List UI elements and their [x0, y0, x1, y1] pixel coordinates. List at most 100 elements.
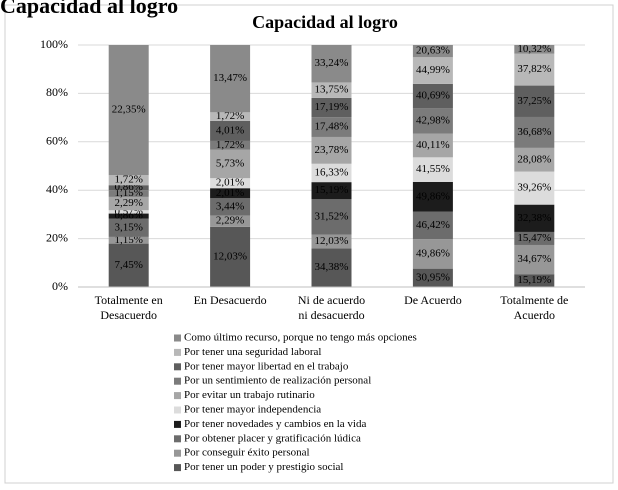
bar-segment	[108, 210, 149, 214]
legend-label: Por evitar un trabajo rutinario	[184, 389, 315, 401]
data-label: 7,45%	[114, 259, 142, 271]
legend-swatch	[174, 392, 181, 400]
chart-border	[4, 4, 614, 484]
bar-segment	[108, 190, 149, 197]
data-label: 34,38%	[315, 261, 349, 273]
legend-label: Como último recurso, porque no tengo más…	[184, 332, 417, 344]
bar-segment	[412, 133, 453, 158]
x-tick-label: Totalmente de Acuerdo	[500, 293, 568, 322]
bar-segment	[108, 185, 149, 191]
data-label: 37,25%	[517, 95, 551, 107]
data-label: 31,52%	[315, 211, 349, 223]
legend-label: Por un sentimiento de realización person…	[184, 375, 371, 387]
data-label: 49,86%	[416, 247, 450, 259]
legend-label: Por obtener placer y gratificación lúdic…	[184, 432, 361, 444]
data-label: 28,08%	[517, 153, 551, 165]
bar-segment	[514, 116, 555, 148]
bar-segment	[412, 57, 453, 84]
bar-segment	[412, 83, 453, 109]
data-label: 34,67%	[517, 253, 551, 265]
bar-segment	[210, 226, 251, 287]
data-label: 1,72%	[114, 174, 142, 186]
bar-segment	[210, 140, 251, 150]
bar-segment	[514, 53, 555, 86]
data-label: 37,82%	[517, 63, 551, 75]
y-tick-label: 0%	[52, 279, 68, 293]
bar-segment	[514, 274, 555, 287]
bar-segment	[412, 157, 453, 182]
bar-segment	[412, 211, 453, 240]
data-label: 33,24%	[315, 57, 349, 69]
legend-swatch	[174, 334, 181, 342]
bar-segment	[514, 204, 555, 232]
data-label: 13,75%	[315, 84, 349, 96]
legend-label: Por tener mayor independencia	[184, 404, 321, 416]
data-label: 15,19%	[517, 274, 551, 286]
data-label: 39,26%	[517, 182, 551, 194]
legend-label: Por tener novedades y cambios en la vida	[184, 418, 366, 430]
bar-segment	[210, 198, 251, 216]
data-label: 36,68%	[517, 126, 551, 138]
data-label: 23,78%	[315, 144, 349, 156]
bar-segment	[311, 45, 352, 83]
legend-label: Por tener un poder y prestigio social	[184, 461, 343, 473]
legend-swatch	[174, 406, 181, 414]
bar-segment	[412, 108, 453, 134]
data-label: 40,69%	[416, 90, 450, 102]
bar-segment	[412, 239, 453, 269]
data-label: 17,48%	[315, 121, 349, 133]
bar-segment	[210, 178, 251, 189]
y-tick-label: 80%	[46, 85, 68, 99]
data-label: 16,33%	[315, 166, 349, 178]
data-label: 41,55%	[416, 163, 450, 175]
bar-segment	[108, 243, 149, 287]
y-tick-label: 100%	[40, 37, 68, 51]
bar-segment	[412, 181, 453, 212]
legend-swatch	[174, 464, 181, 472]
data-label: 5,73%	[216, 157, 244, 169]
data-label: 32,38%	[517, 212, 551, 224]
legend-label: Por conseguir éxito personal	[184, 447, 310, 459]
bar-segment	[210, 120, 251, 141]
bar-segment	[311, 97, 352, 118]
bar-segment	[311, 163, 352, 183]
data-label: 3,15%	[114, 221, 142, 233]
data-label: 44,99%	[416, 64, 450, 76]
bar-segment	[412, 45, 453, 58]
bar-segment	[412, 268, 453, 287]
data-label: 2,01%	[216, 187, 244, 199]
x-tick-label: De Acuerdo	[404, 293, 462, 307]
legend-label: Por tener mayor libertad en el trabajo	[184, 360, 349, 372]
bar-segment	[108, 175, 149, 186]
bar-segment	[311, 82, 352, 98]
data-label: 4,01%	[216, 124, 244, 136]
bar-segment	[514, 147, 555, 172]
legend-swatch	[174, 377, 181, 385]
data-label: 1,72%	[216, 110, 244, 122]
data-label: 3,44%	[216, 200, 244, 212]
bar-segment	[311, 182, 352, 200]
bar-segment	[210, 188, 251, 199]
data-label: 22,35%	[112, 104, 146, 116]
bar-segment	[514, 171, 555, 205]
legend-swatch	[174, 449, 181, 457]
data-label: 1,72%	[216, 139, 244, 151]
data-label: 40,11%	[416, 139, 450, 151]
y-tick-label: 40%	[46, 182, 68, 196]
bar-segment	[514, 85, 555, 117]
legend-swatch	[174, 435, 181, 443]
data-label: 2,29%	[216, 215, 244, 227]
bar-segment	[311, 199, 352, 235]
data-label: 42,98%	[416, 114, 450, 126]
data-label: 2,01%	[216, 177, 244, 189]
y-tick-label: 60%	[46, 134, 68, 148]
data-label: 17,19%	[315, 101, 349, 113]
bar-segment	[108, 236, 149, 244]
bar-segment	[311, 234, 352, 249]
chart-title: Capacidad al logro	[252, 12, 398, 32]
bar-segment	[210, 215, 251, 227]
x-tick-label: Totalmente en Desacuerdo	[95, 293, 163, 322]
bar-segment	[311, 136, 352, 164]
bar-segment	[210, 149, 251, 179]
